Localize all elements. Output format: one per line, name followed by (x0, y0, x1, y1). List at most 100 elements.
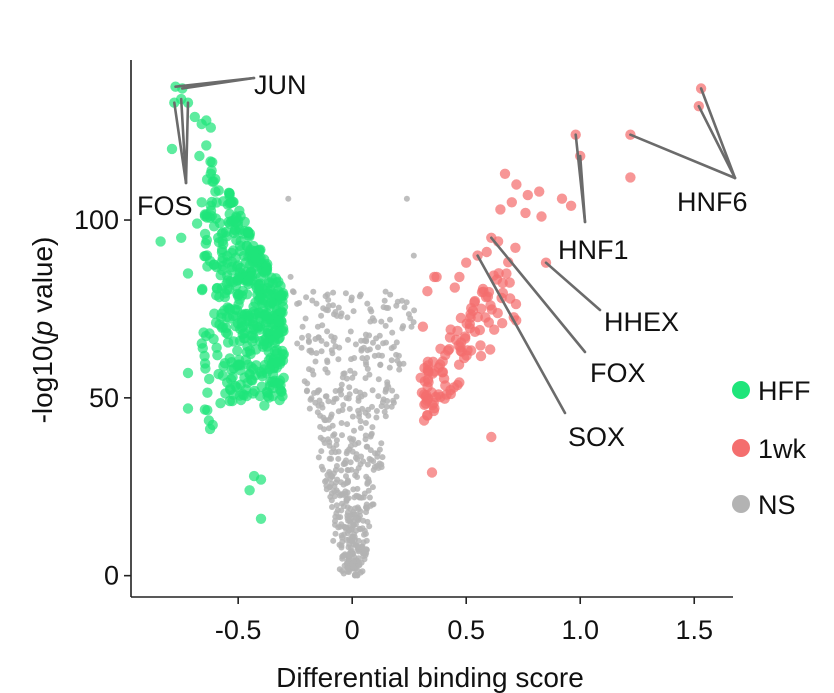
legend-label-1wk: 1wk (758, 434, 807, 464)
point-ns (337, 514, 344, 521)
point-ns (377, 362, 384, 368)
y-tick-label: 0 (104, 561, 119, 591)
point-hff (205, 168, 216, 179)
point-hff (250, 252, 261, 263)
point-ns (387, 316, 393, 323)
series-1wk (415, 83, 707, 478)
point-hff (209, 308, 220, 319)
leader-line-hnf6 (697, 104, 737, 180)
axes (130, 60, 733, 598)
point-hff (224, 395, 235, 407)
point-hff (216, 247, 228, 258)
point-ns (364, 300, 371, 307)
point-ns (385, 305, 392, 311)
point-ns (339, 432, 345, 439)
point-hff (199, 350, 210, 362)
point-ns (369, 387, 376, 394)
leader-line-hnf6 (699, 87, 737, 180)
point-ns (350, 308, 357, 315)
annotation-label-hnf6: HNF6 (677, 187, 748, 217)
point-ns (350, 563, 357, 570)
point-ns (310, 288, 317, 295)
point-ns (345, 517, 352, 524)
point-ns (324, 472, 331, 478)
point-ns (382, 288, 389, 295)
point-1wk (422, 410, 433, 421)
x-tick-label: -0.5 (215, 615, 262, 645)
point-ns (361, 548, 368, 555)
point-ns (315, 454, 322, 461)
point-hff (222, 328, 233, 340)
point-hff (235, 360, 246, 371)
point-ns (353, 468, 360, 475)
point-ns (403, 299, 410, 306)
point-hff (196, 338, 207, 349)
point-ns (323, 341, 330, 348)
point-1wk (423, 365, 434, 377)
point-hff (199, 358, 211, 369)
point-ns (351, 355, 358, 361)
point-ns (370, 501, 377, 508)
leader-line-jun (181, 76, 256, 90)
point-hff (221, 278, 232, 289)
annotation-leaders (173, 76, 737, 415)
point-hff (226, 357, 237, 368)
point-ns (340, 402, 347, 408)
point-ns (330, 399, 337, 406)
y-ticks: 0 50 100 (74, 205, 131, 591)
point-ns (364, 347, 371, 354)
point-hff (255, 293, 266, 304)
point-hff (189, 111, 200, 123)
y-axis-title-prefix: -log10( (27, 336, 58, 424)
point-ns (375, 393, 382, 400)
point-ns (338, 381, 345, 388)
point-hff (272, 328, 283, 339)
point-hff (229, 224, 241, 235)
point-hff (210, 186, 221, 197)
point-ns (378, 318, 385, 325)
point-ns (378, 464, 385, 471)
point-ns (374, 453, 381, 460)
point-ns (346, 391, 353, 398)
point-hff (207, 419, 218, 431)
point-ns (381, 297, 388, 304)
point-ns (393, 339, 400, 346)
x-ticks: -0.5 0 0.5 1.0 1.5 (215, 597, 713, 645)
point-ns (344, 565, 351, 571)
point-ns (345, 336, 351, 343)
point-ns (362, 331, 369, 338)
point-hff (211, 342, 222, 353)
point-ns (367, 433, 374, 440)
point-ns (312, 399, 319, 406)
legend-label-hff: HFF (758, 376, 810, 406)
point-ns (364, 365, 371, 372)
point-ns (367, 447, 374, 454)
point-ns (371, 463, 378, 470)
point-hff (182, 367, 194, 379)
point-ns (338, 467, 345, 474)
point-1wk (486, 431, 497, 443)
point-1wk (501, 268, 512, 279)
point-ns (363, 443, 370, 450)
point-ns (342, 525, 349, 532)
annotation-labels: JUN FOS HNF6 HNF1 HHEX FOX SOX (137, 70, 748, 452)
point-ns (329, 350, 336, 357)
point-ns (320, 414, 327, 421)
annotation-label-hhex: HHEX (604, 307, 679, 337)
point-hff (242, 226, 254, 237)
point-ns (365, 406, 372, 413)
point-ns (337, 387, 344, 394)
point-ns (411, 307, 418, 314)
x-tick-label: 0 (345, 615, 360, 645)
point-ns (349, 448, 356, 455)
point-ns (299, 334, 305, 341)
series-hff (155, 81, 289, 524)
point-ns (364, 505, 370, 512)
point-hff (196, 197, 207, 208)
point-ns (289, 288, 296, 295)
point-ns (387, 291, 394, 298)
point-1wk (534, 186, 545, 197)
point-ns (325, 416, 332, 423)
point-1wk (475, 303, 487, 314)
point-ns (332, 513, 339, 520)
